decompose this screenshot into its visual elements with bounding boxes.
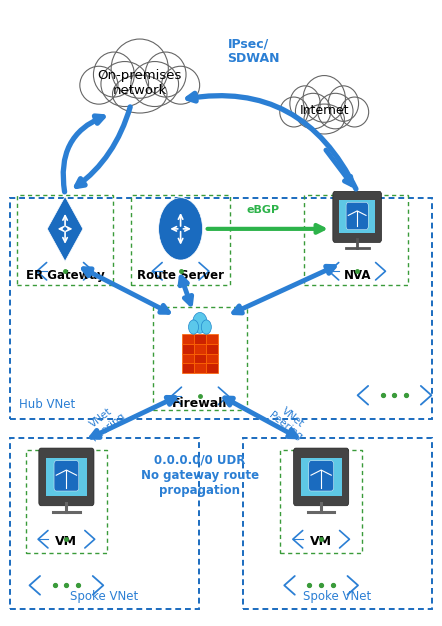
Bar	[301, 458, 342, 496]
Text: Internet: Internet	[300, 104, 349, 117]
Bar	[182, 344, 194, 354]
Ellipse shape	[328, 86, 358, 121]
Bar	[206, 344, 218, 354]
Ellipse shape	[290, 86, 320, 121]
Ellipse shape	[161, 66, 200, 104]
Text: 0.0.0.0/0 UDR
No gateway route
propagation: 0.0.0.0/0 UDR No gateway route propagati…	[141, 454, 259, 496]
Circle shape	[193, 312, 207, 333]
Bar	[26, 450, 107, 553]
Polygon shape	[47, 197, 83, 261]
Ellipse shape	[80, 66, 118, 104]
Ellipse shape	[131, 61, 179, 106]
Text: IPsec/
SDWAN: IPsec/ SDWAN	[228, 37, 280, 65]
Bar	[243, 438, 432, 609]
Ellipse shape	[101, 61, 149, 106]
Text: VM: VM	[55, 535, 77, 548]
Bar	[280, 450, 362, 553]
Text: Firewall: Firewall	[172, 397, 228, 410]
Text: eBGP: eBGP	[246, 205, 279, 215]
Bar	[10, 438, 199, 609]
Circle shape	[188, 320, 198, 334]
Bar	[206, 354, 218, 363]
FancyBboxPatch shape	[39, 448, 94, 506]
Bar	[194, 344, 206, 354]
Bar	[339, 200, 375, 233]
Text: On-premises
network: On-premises network	[98, 69, 182, 98]
Text: Spoke VNet: Spoke VNet	[303, 590, 372, 603]
Ellipse shape	[113, 75, 167, 113]
Ellipse shape	[93, 52, 134, 97]
Bar	[182, 363, 194, 373]
Bar	[206, 363, 218, 373]
Bar	[206, 334, 218, 344]
Text: VM: VM	[310, 535, 332, 548]
Text: Route Server: Route Server	[137, 269, 224, 282]
Text: VNet
Peering: VNet Peering	[83, 401, 127, 443]
FancyBboxPatch shape	[309, 461, 333, 491]
Bar	[182, 354, 194, 363]
Bar	[194, 363, 206, 373]
Ellipse shape	[111, 39, 168, 98]
Ellipse shape	[304, 104, 344, 134]
Ellipse shape	[145, 52, 186, 97]
Bar	[182, 334, 194, 344]
Bar	[17, 195, 114, 285]
Text: Spoke VNet: Spoke VNet	[70, 590, 139, 603]
Text: VNet
Peering: VNet Peering	[267, 401, 311, 443]
Ellipse shape	[303, 76, 346, 122]
Ellipse shape	[280, 97, 308, 127]
Bar	[194, 334, 206, 344]
Bar	[10, 198, 432, 419]
FancyBboxPatch shape	[346, 202, 368, 230]
Ellipse shape	[340, 97, 369, 127]
Bar	[46, 458, 87, 496]
Text: Hub VNet: Hub VNet	[19, 399, 75, 411]
Circle shape	[159, 198, 202, 260]
Ellipse shape	[318, 93, 353, 129]
Bar	[131, 195, 230, 285]
Ellipse shape	[295, 93, 331, 129]
Bar	[153, 307, 248, 409]
Text: NVA: NVA	[343, 269, 371, 282]
FancyBboxPatch shape	[54, 461, 79, 491]
Bar	[194, 354, 206, 363]
FancyBboxPatch shape	[293, 448, 349, 506]
Text: ER Gateway: ER Gateway	[26, 269, 104, 282]
Bar	[305, 195, 408, 285]
FancyBboxPatch shape	[333, 192, 381, 242]
Circle shape	[201, 320, 211, 334]
